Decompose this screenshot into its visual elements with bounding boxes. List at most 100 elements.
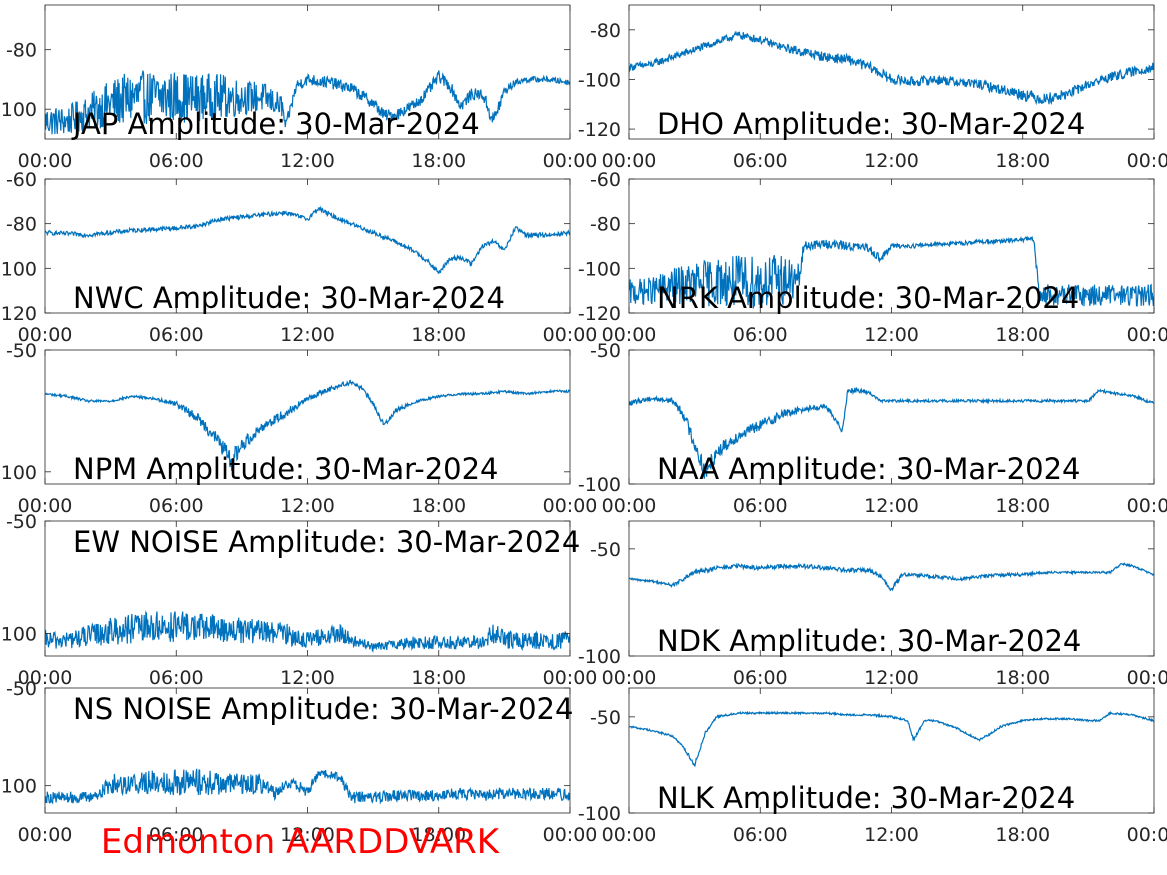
y-tick-label: 100 <box>1 624 37 646</box>
x-tick-label: 12:00 <box>864 495 919 517</box>
x-tick-label: 18:00 <box>411 324 466 346</box>
x-tick-label: 06:00 <box>733 150 788 172</box>
x-tick-label: 06:00 <box>149 667 204 689</box>
chart-panel-4: 00:00 06:00 12:00 18:00 00:00 -60 -80 -100 -120 N… <box>578 169 1167 346</box>
panel-title: NDK Amplitude: 30-Mar-2024 <box>657 624 1081 658</box>
x-tick-label: 18:00 <box>411 495 466 517</box>
series-line <box>45 768 570 805</box>
x-tick-label: 00:00 <box>602 495 657 517</box>
x-tick-label: 06:00 <box>733 667 788 689</box>
y-tick-label: -50 <box>6 678 37 700</box>
x-tick-label: 00:00 <box>543 495 598 517</box>
panel-title: NAA Amplitude: 30-Mar-2024 <box>657 452 1081 486</box>
chart-panel-3: 00:00 06:00 12:00 18:00 00:00 -60 -80 100 120 NWC… <box>1 169 598 346</box>
x-tick-label: 00:00 <box>543 150 598 172</box>
chart-panels: 00:00 06:00 12:00 18:00 00:00 -80 100 JAP Ampli… <box>1 4 1167 846</box>
chart-panel-9: 00:00 06:00 12:00 18:00 00:00 -50 100 NS NOISE … <box>1 678 598 846</box>
chart-panel-5: 00:00 06:00 12:00 18:00 00:00 -50 100 NPM Ampli… <box>1 340 598 517</box>
x-tick-label: 00:00 <box>18 150 73 172</box>
y-tick-label: -50 <box>590 539 621 561</box>
panel-title: NWC Amplitude: 30-Mar-2024 <box>73 281 505 315</box>
chart-panel-1: 00:00 06:00 12:00 18:00 00:00 -80 100 JAP Ampli… <box>1 4 598 172</box>
x-tick-label: 00:00 <box>1127 824 1167 846</box>
x-tick-label: 12:00 <box>864 667 919 689</box>
x-tick-label: 06:00 <box>149 824 204 846</box>
series-line <box>629 710 1154 767</box>
x-tick-label: 06:00 <box>733 824 788 846</box>
y-tick-label: 120 <box>1 303 37 325</box>
x-tick-label: 00:00 <box>602 824 657 846</box>
y-tick-label: -120 <box>578 303 621 325</box>
x-tick-label: 00:00 <box>602 150 657 172</box>
y-tick-label: -60 <box>6 169 37 191</box>
panel-title: NLK Amplitude: 30-Mar-2024 <box>657 781 1075 815</box>
y-tick-label: 100 <box>1 776 37 798</box>
x-tick-label: 00:00 <box>18 824 73 846</box>
y-tick-label: -100 <box>578 69 621 91</box>
x-tick-label: 12:00 <box>864 824 919 846</box>
x-tick-label: 12:00 <box>280 150 335 172</box>
x-tick-label: 00:00 <box>18 495 73 517</box>
y-tick-label: -100 <box>578 803 621 825</box>
x-tick-label: 06:00 <box>149 495 204 517</box>
chart-panel-2: 00:00 06:00 12:00 18:00 00:00 -80 -100 -120 DHO … <box>578 4 1167 172</box>
y-tick-label: 100 <box>1 258 37 280</box>
x-tick-label: 12:00 <box>280 667 335 689</box>
x-tick-label: 00:00 <box>1127 324 1167 346</box>
x-tick-label: 00:00 <box>18 667 73 689</box>
series-line <box>45 610 570 653</box>
x-tick-label: 18:00 <box>995 824 1050 846</box>
series-line <box>45 205 570 275</box>
chart-panel-10: 00:00 06:00 12:00 18:00 00:00 -50 -100 NLK Ampl… <box>578 687 1167 846</box>
chart-panel-7: 00:00 06:00 12:00 18:00 00:00 -50 100 EW NOISE … <box>1 511 598 689</box>
x-tick-label: 18:00 <box>995 324 1050 346</box>
station-label: Edmonton AARDDVARK <box>101 822 501 862</box>
y-tick-label: -100 <box>578 258 621 280</box>
panel-title: NRK Amplitude: 30-Mar-2024 <box>657 281 1079 315</box>
y-tick-label: -80 <box>590 20 621 42</box>
y-tick-label: -100 <box>578 474 621 496</box>
chart-panel-8: 00:00 06:00 12:00 18:00 00:00 -50 -100 NDK Ampl… <box>578 520 1167 689</box>
x-tick-label: 00:00 <box>1127 150 1167 172</box>
x-tick-label: 00:00 <box>1127 495 1167 517</box>
series-line <box>45 70 570 135</box>
x-tick-label: 00:00 <box>1127 667 1167 689</box>
y-tick-label: -50 <box>6 340 37 362</box>
panel-title: NS NOISE Amplitude: 30-Mar-2024 <box>73 692 573 726</box>
y-tick-label: -50 <box>590 340 621 362</box>
x-tick-label: 06:00 <box>149 150 204 172</box>
x-tick-label: 18:00 <box>411 667 466 689</box>
panel-title: EW NOISE Amplitude: 30-Mar-2024 <box>73 525 580 559</box>
x-tick-label: 06:00 <box>733 324 788 346</box>
x-tick-label: 18:00 <box>995 150 1050 172</box>
panel-title: JAP Amplitude: 30-Mar-2024 <box>71 107 480 141</box>
x-tick-label: 12:00 <box>864 324 919 346</box>
panel-title: NPM Amplitude: 30-Mar-2024 <box>73 452 499 486</box>
y-tick-label: 100 <box>1 462 37 484</box>
x-tick-label: 18:00 <box>411 150 466 172</box>
x-tick-label: 00:00 <box>602 667 657 689</box>
y-tick-label: -50 <box>590 707 621 729</box>
y-tick-label: -50 <box>6 511 37 533</box>
series-line <box>45 379 570 471</box>
y-tick-label: -100 <box>578 646 621 668</box>
series-line <box>629 562 1154 592</box>
y-tick-label: -80 <box>6 214 37 236</box>
x-tick-label: 00:00 <box>602 324 657 346</box>
x-tick-label: 00:00 <box>543 324 598 346</box>
x-tick-label: 12:00 <box>864 150 919 172</box>
series-line <box>629 387 1154 479</box>
y-tick-label: 100 <box>1 99 37 121</box>
x-tick-label: 06:00 <box>733 495 788 517</box>
y-tick-label: -60 <box>590 169 621 191</box>
x-tick-label: 12:00 <box>280 324 335 346</box>
panel-title: DHO Amplitude: 30-Mar-2024 <box>657 107 1085 141</box>
y-tick-label: -80 <box>590 214 621 236</box>
x-tick-label: 00:00 <box>18 324 73 346</box>
x-tick-label: 00:00 <box>543 667 598 689</box>
series-line <box>629 235 1154 309</box>
x-tick-label: 18:00 <box>995 495 1050 517</box>
x-tick-label: 18:00 <box>411 824 466 846</box>
x-tick-label: 18:00 <box>995 667 1050 689</box>
